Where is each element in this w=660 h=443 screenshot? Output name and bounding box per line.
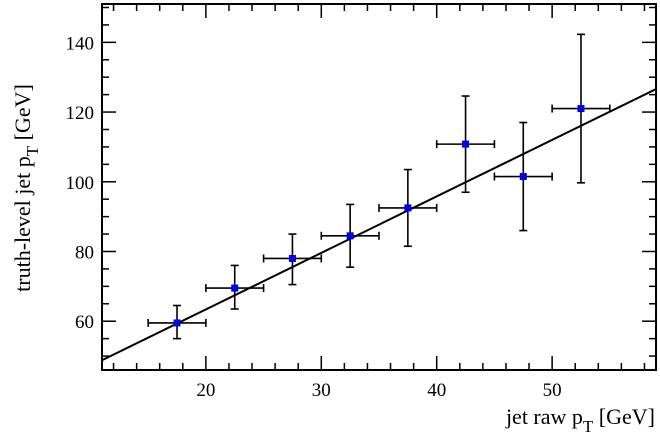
x-tick-label: 20 bbox=[196, 380, 215, 401]
y-tick-label: 60 bbox=[75, 312, 94, 333]
x-tick-label: 30 bbox=[312, 380, 331, 401]
data-point bbox=[147, 304, 207, 340]
x-axis-title: jet raw pT [GeV] bbox=[505, 404, 655, 436]
y-axis-title: truth-level jet pT [GeV] bbox=[10, 84, 42, 292]
point-marker bbox=[231, 284, 239, 292]
plot-frame bbox=[101, 3, 657, 371]
y-tick-label: 140 bbox=[66, 33, 95, 54]
y-tick-label: 100 bbox=[66, 173, 95, 194]
point-marker bbox=[346, 232, 354, 240]
fit-line bbox=[101, 88, 657, 362]
point-marker bbox=[519, 173, 527, 181]
x-tick-label: 50 bbox=[543, 380, 562, 401]
data-point bbox=[262, 233, 323, 286]
data-point bbox=[205, 264, 265, 310]
point-marker bbox=[462, 140, 470, 148]
data-point bbox=[551, 33, 611, 184]
data-point bbox=[493, 121, 553, 232]
y-tick-label: 80 bbox=[75, 242, 94, 263]
data-point bbox=[435, 95, 496, 194]
tick-labels: 20 30 40 50 60 80 100 120 140 bbox=[66, 33, 562, 401]
y-tick-label: 120 bbox=[66, 103, 95, 124]
point-marker bbox=[404, 204, 412, 212]
point-marker bbox=[577, 105, 585, 113]
point-marker bbox=[288, 254, 296, 262]
data-point bbox=[378, 168, 438, 248]
fit-line-group bbox=[101, 88, 657, 362]
data-points bbox=[147, 33, 611, 340]
point-marker bbox=[173, 319, 181, 327]
data-point bbox=[320, 203, 380, 268]
x-tick-label: 40 bbox=[427, 380, 446, 401]
axis-ticks bbox=[102, 4, 656, 370]
